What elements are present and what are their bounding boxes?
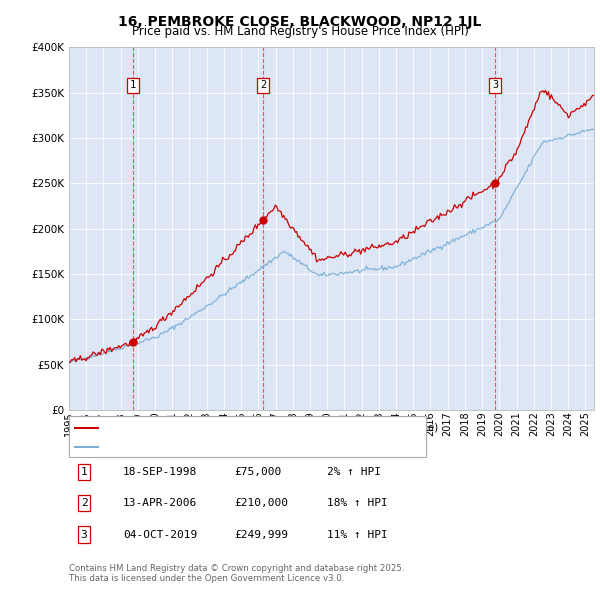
Text: 16, PEMBROKE CLOSE, BLACKWOOD, NP12 1JL: 16, PEMBROKE CLOSE, BLACKWOOD, NP12 1JL xyxy=(118,15,482,29)
Text: Contains HM Land Registry data © Crown copyright and database right 2025.
This d: Contains HM Land Registry data © Crown c… xyxy=(69,563,404,583)
Text: £210,000: £210,000 xyxy=(234,499,288,508)
Text: HPI: Average price, detached house, Caerphilly: HPI: Average price, detached house, Caer… xyxy=(101,442,347,452)
Text: 18-SEP-1998: 18-SEP-1998 xyxy=(123,467,197,477)
Text: 2% ↑ HPI: 2% ↑ HPI xyxy=(327,467,381,477)
Text: 1: 1 xyxy=(130,80,136,90)
Text: £75,000: £75,000 xyxy=(234,467,281,477)
Text: 3: 3 xyxy=(492,80,498,90)
Text: 1: 1 xyxy=(80,467,88,477)
Text: 2: 2 xyxy=(80,499,88,508)
Text: 18% ↑ HPI: 18% ↑ HPI xyxy=(327,499,388,508)
Text: 04-OCT-2019: 04-OCT-2019 xyxy=(123,530,197,539)
Text: Price paid vs. HM Land Registry's House Price Index (HPI): Price paid vs. HM Land Registry's House … xyxy=(131,25,469,38)
Text: 11% ↑ HPI: 11% ↑ HPI xyxy=(327,530,388,539)
Text: 3: 3 xyxy=(80,530,88,539)
Text: £249,999: £249,999 xyxy=(234,530,288,539)
Text: 13-APR-2006: 13-APR-2006 xyxy=(123,499,197,508)
Text: 2: 2 xyxy=(260,80,266,90)
Text: 16, PEMBROKE CLOSE, BLACKWOOD, NP12 1JL (detached house): 16, PEMBROKE CLOSE, BLACKWOOD, NP12 1JL … xyxy=(101,422,438,432)
